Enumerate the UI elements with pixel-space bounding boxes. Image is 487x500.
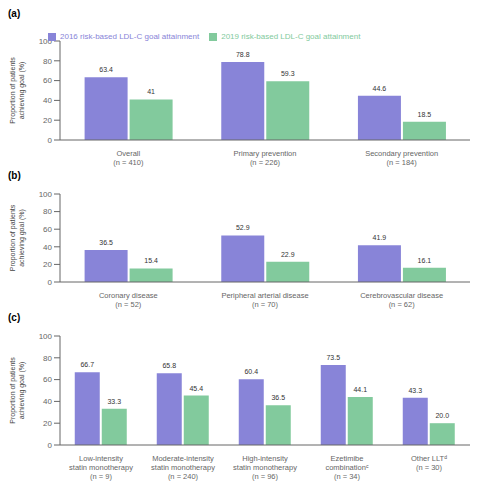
svg-text:41.9: 41.9	[373, 234, 387, 241]
svg-text:Moderate-intensitystatin monot: Moderate-intensitystatin monotherapy(n =…	[151, 454, 215, 481]
svg-text:60.4: 60.4	[244, 368, 258, 375]
svg-text:59.3: 59.3	[281, 70, 295, 77]
html-text:2019 risk-based LDL-C goal att: 2019 risk-based LDL-C goal attainment	[221, 32, 361, 41]
svg-text:High-intensitystatin monothera: High-intensitystatin monotherapy(n = 96)	[233, 454, 297, 481]
svg-text:60: 60	[43, 225, 52, 234]
svg-text:0: 0	[48, 136, 53, 145]
svg-text:40: 40	[43, 243, 52, 252]
svg-text:Other LLTᵈ(n = 30): Other LLTᵈ(n = 30)	[411, 454, 447, 472]
html-text:(c): (c)	[8, 312, 21, 323]
svg-text:Proportion of patientsachievin: Proportion of patientsachieving goal (%)	[9, 57, 26, 124]
html-text:2016 risk-based LDL-C goal att: 2016 risk-based LDL-C goal attainment	[60, 32, 200, 41]
svg-text:80: 80	[43, 354, 52, 363]
svg-text:20: 20	[43, 260, 52, 269]
svg-text:Proportion of patientsachievin: Proportion of patientsachieving goal (%)	[9, 204, 26, 271]
svg-text:40: 40	[43, 96, 52, 105]
svg-text:80: 80	[43, 57, 52, 66]
svg-text:73.5: 73.5	[326, 354, 340, 361]
svg-text:Ezetimibecombinationᶜ(n = 34): Ezetimibecombinationᶜ(n = 34)	[325, 454, 368, 481]
svg-text:20: 20	[43, 116, 52, 125]
svg-text:40: 40	[43, 397, 52, 406]
html-text:(a): (a)	[8, 8, 21, 19]
svg-text:Overall(n = 410): Overall(n = 410)	[113, 149, 144, 167]
svg-text:52.9: 52.9	[236, 224, 250, 231]
svg-text:Primary prevention(n = 226): Primary prevention(n = 226)	[234, 149, 297, 167]
svg-text:Cerebrovascular disease(n = 62: Cerebrovascular disease(n = 62)	[360, 291, 443, 309]
svg-text:80: 80	[43, 207, 52, 216]
svg-text:36.5: 36.5	[271, 394, 285, 401]
html-text:(b): (b)	[8, 170, 21, 181]
svg-text:36.5: 36.5	[99, 239, 113, 246]
svg-text:Secondary prevention(n = 184): Secondary prevention(n = 184)	[365, 149, 438, 167]
svg-text:60: 60	[43, 76, 52, 85]
svg-text:20: 20	[43, 419, 52, 428]
svg-text:60: 60	[43, 375, 52, 384]
svg-text:100: 100	[39, 37, 53, 46]
svg-text:15.4: 15.4	[144, 257, 158, 264]
svg-text:22.9: 22.9	[281, 251, 295, 258]
svg-text:20.0: 20.0	[435, 412, 449, 419]
svg-text:0: 0	[48, 278, 53, 287]
svg-text:18.5: 18.5	[418, 111, 432, 118]
svg-text:63.4: 63.4	[99, 66, 113, 73]
svg-text:78.8: 78.8	[236, 51, 250, 58]
svg-text:Low-intensitystatin monotherap: Low-intensitystatin monotherapy(n = 9)	[69, 454, 133, 481]
svg-text:100: 100	[39, 332, 53, 341]
svg-text:0: 0	[48, 441, 53, 450]
svg-text:44.6: 44.6	[373, 85, 387, 92]
svg-text:Peripheral arterial disease(n: Peripheral arterial disease(n = 70)	[221, 291, 308, 309]
svg-text:44.1: 44.1	[353, 386, 367, 393]
svg-text:33.3: 33.3	[107, 398, 121, 405]
svg-text:Proportion of patientsachievin: Proportion of patientsachieving goal (%)	[9, 357, 26, 424]
svg-text:65.8: 65.8	[162, 362, 176, 369]
svg-text:45.4: 45.4	[189, 385, 203, 392]
svg-text:66.7: 66.7	[80, 361, 94, 368]
svg-text:100: 100	[39, 190, 53, 199]
svg-text:41: 41	[147, 88, 155, 95]
svg-text:43.3: 43.3	[408, 387, 422, 394]
svg-text:Coronary disease(n = 52): Coronary disease(n = 52)	[99, 291, 158, 309]
svg-text:16.1: 16.1	[418, 257, 432, 264]
